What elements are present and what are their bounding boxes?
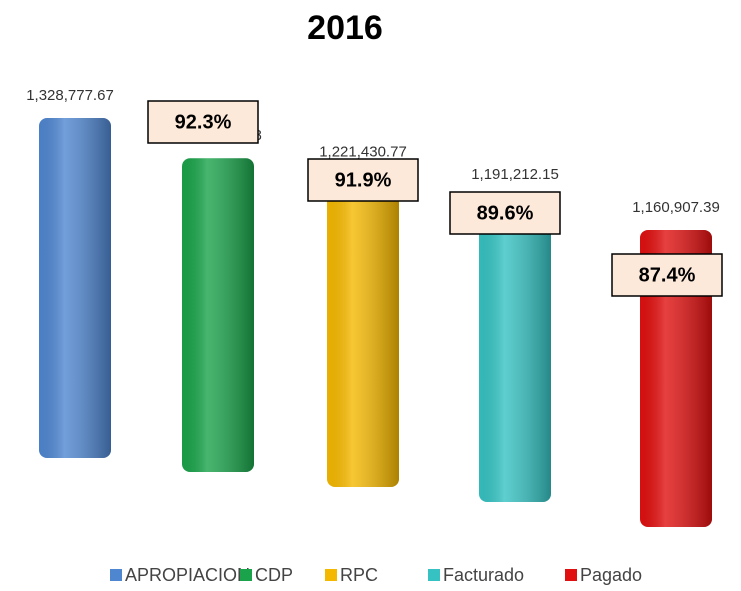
- legend-swatch: [110, 569, 122, 581]
- bar: [479, 197, 551, 503]
- annotation: 91.9%: [335, 169, 392, 191]
- annotation-box: [147, 100, 259, 144]
- legend-swatch: [240, 569, 252, 581]
- bar: [39, 118, 111, 458]
- legend-swatch: [565, 569, 577, 581]
- bar: [182, 158, 254, 473]
- annotation-box: [449, 191, 561, 235]
- annotation: 87.4%: [639, 264, 696, 286]
- annotation: 92.3%: [175, 111, 232, 133]
- data-label: 1,160,907.39: [632, 199, 720, 216]
- annotation-box: [611, 253, 723, 297]
- annotation-box: [307, 158, 419, 202]
- legend-label: CDP: [255, 565, 293, 585]
- legend-label: APROPIACION: [125, 565, 250, 585]
- data-label: 1,221,430.77: [319, 143, 407, 160]
- data-label: 1,191,212.15: [471, 166, 559, 183]
- legend-label: Pagado: [580, 565, 642, 585]
- legend-swatch: [428, 569, 440, 581]
- data-label: 1,328,777.67: [26, 87, 114, 104]
- legend-label: Facturado: [443, 565, 524, 585]
- bar: [327, 174, 399, 487]
- legend-swatch: [325, 569, 337, 581]
- chart-title: 2016: [307, 9, 383, 47]
- legend-label: RPC: [340, 565, 378, 585]
- annotation: 89.6%: [477, 202, 534, 224]
